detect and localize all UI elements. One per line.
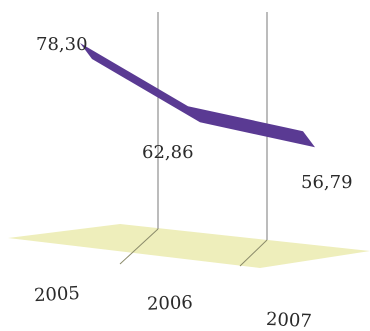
series-ribbon <box>80 43 315 148</box>
floor-divider-2 <box>239 239 268 267</box>
tick-label-2007: 2007 <box>265 309 312 331</box>
chart-floor <box>8 224 370 268</box>
tick-label-2005: 2005 <box>34 283 81 306</box>
floor-divider-1 <box>119 228 159 265</box>
tick-label-2006: 2006 <box>147 292 194 315</box>
data-label-2006: 62,86 <box>142 142 194 163</box>
data-label-2007: 56,79 <box>301 172 353 193</box>
data-label-2005: 78,30 <box>36 34 88 55</box>
